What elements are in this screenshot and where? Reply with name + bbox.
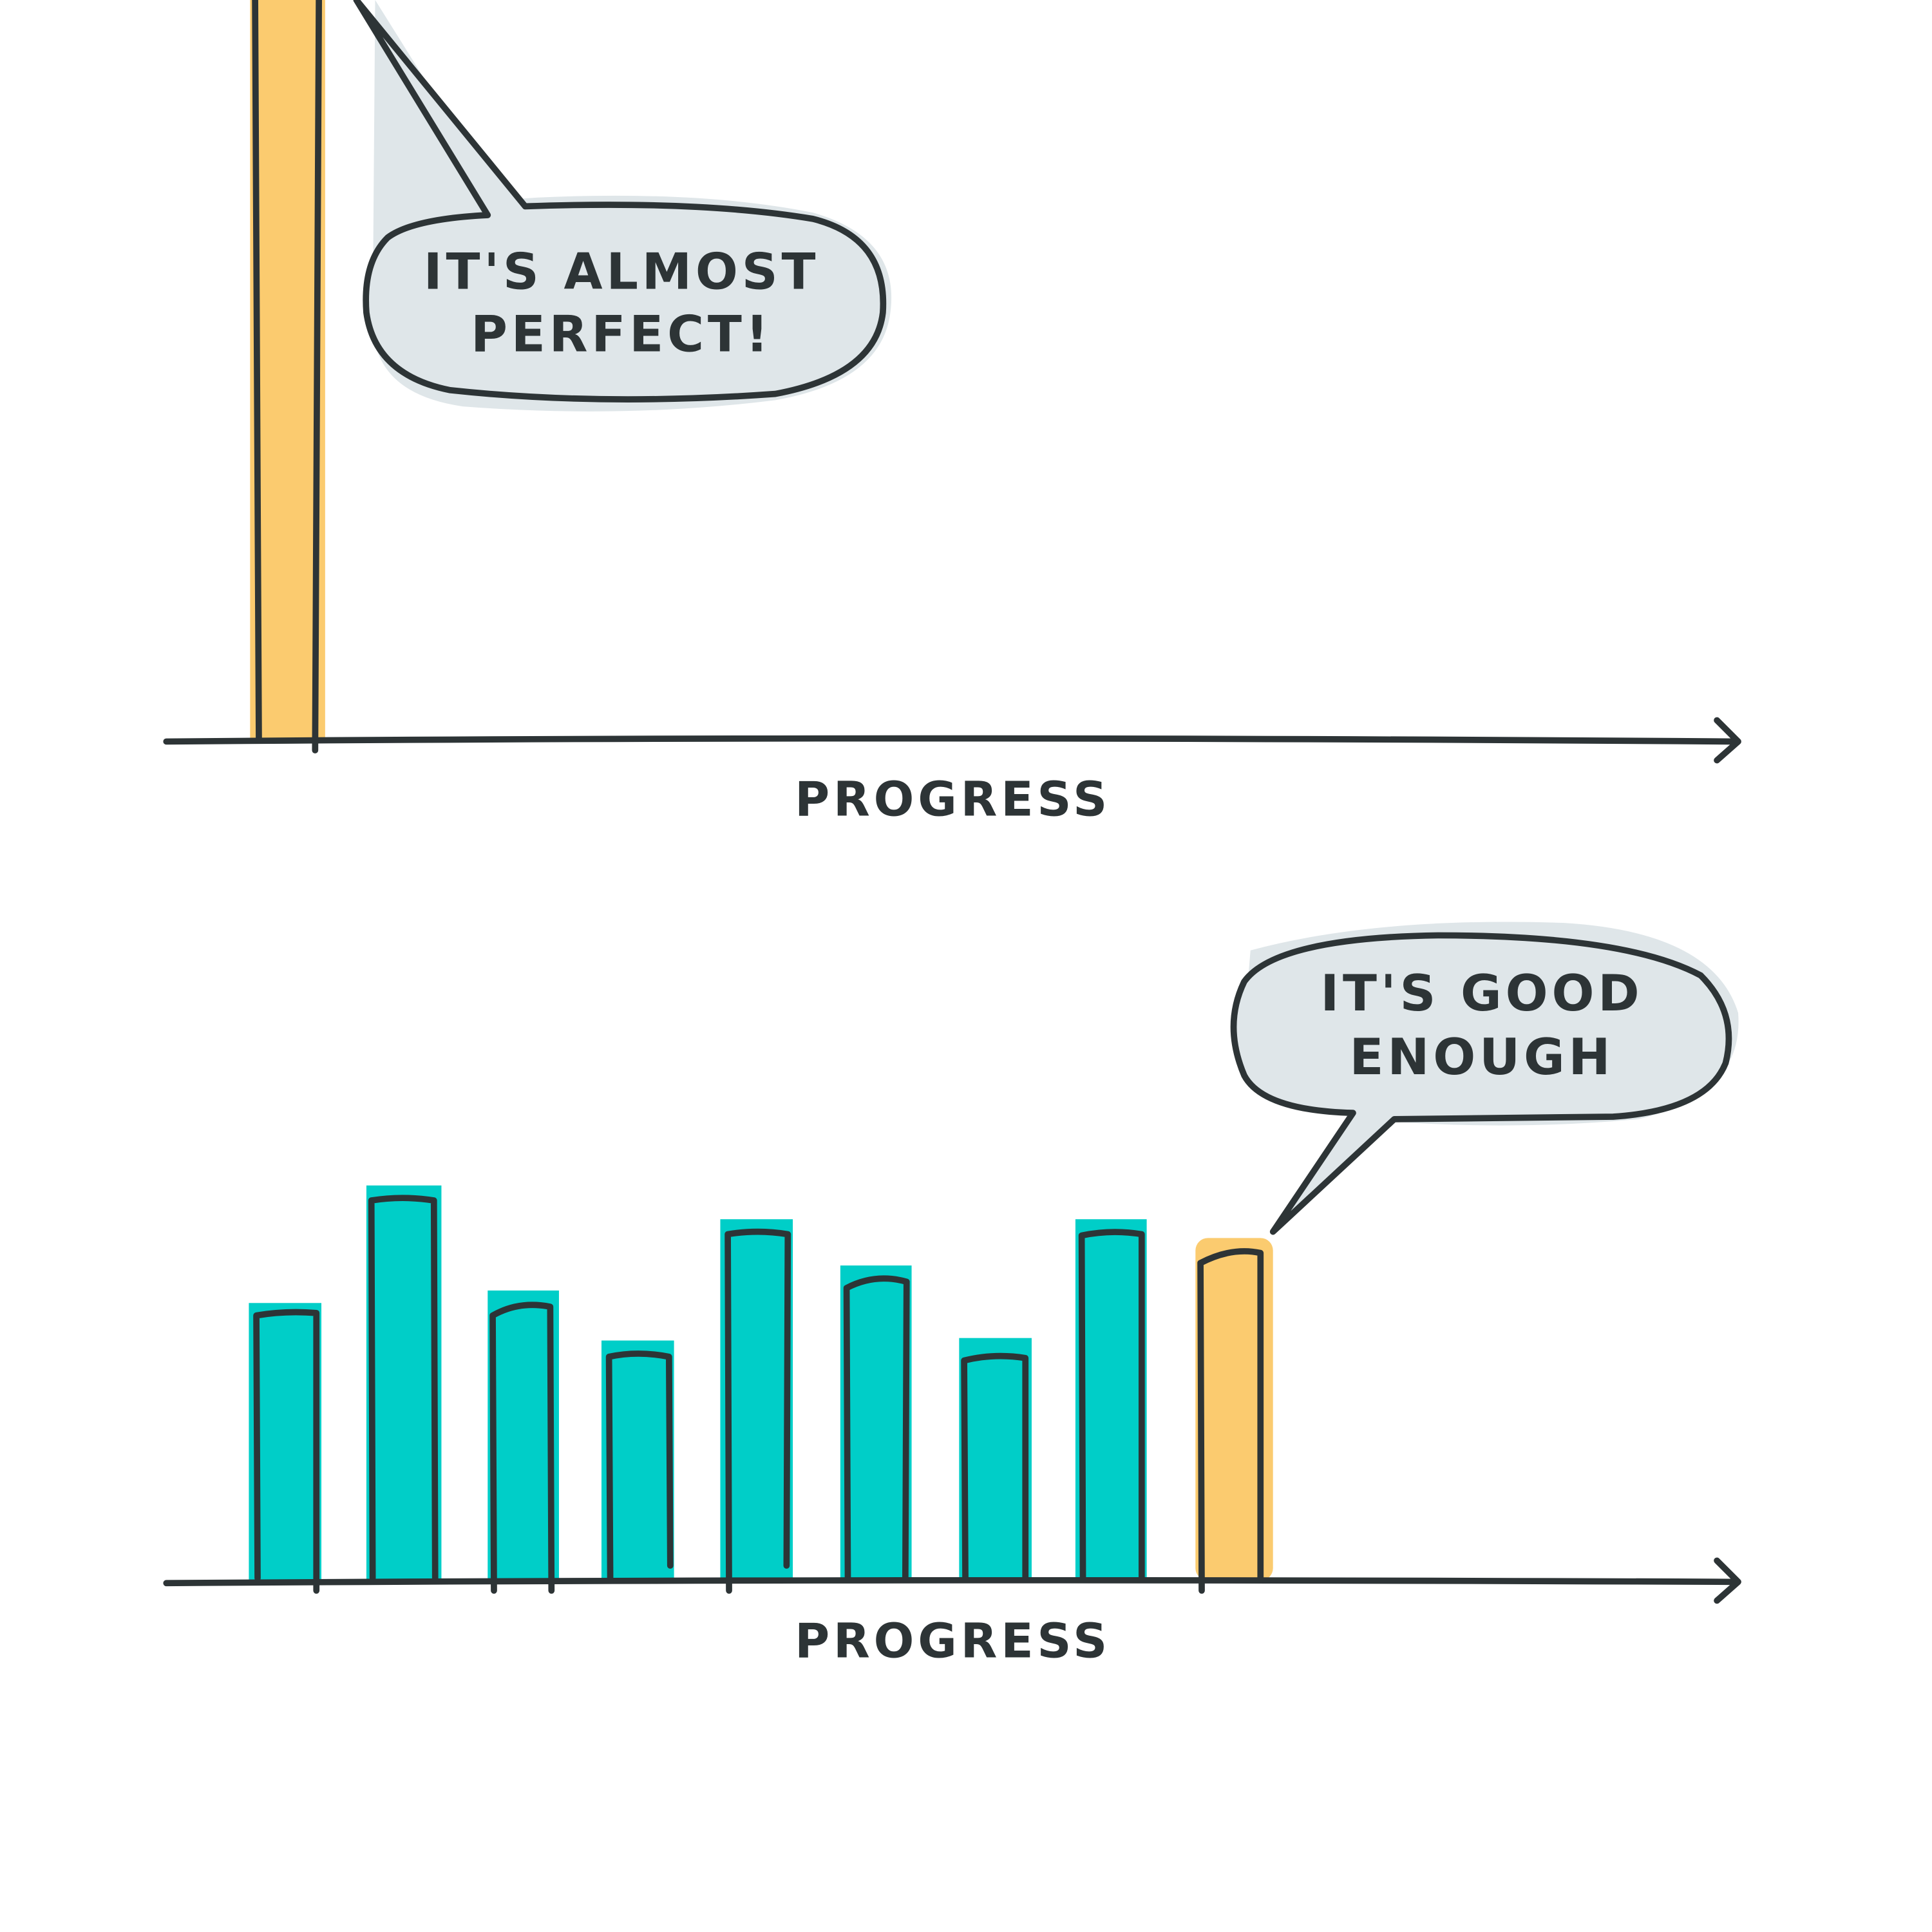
bar [840, 1265, 912, 1581]
axis-label: PROGRESS [795, 1614, 1111, 1669]
bar [720, 1219, 793, 1581]
callout [1230, 932, 1732, 1235]
bar [366, 1185, 442, 1581]
callout-text: PERFECT! [471, 306, 772, 364]
x-axis [163, 717, 1741, 764]
bars [249, 1185, 1273, 1594]
x-axis [163, 1557, 1741, 1604]
top-panel: IT'S ALMOST PERFECT! PROGRESS [163, 0, 1741, 828]
bar [1075, 1219, 1147, 1581]
bar-outlines [253, 1195, 1264, 1594]
callout-text: ENOUGH [1350, 1028, 1615, 1086]
axis-label: PROGRESS [795, 773, 1111, 828]
bar [488, 1290, 559, 1581]
bar [1195, 1238, 1273, 1581]
bottom-panel: IT'S GOOD ENOUGH PROGRESS [163, 922, 1741, 1669]
bar [959, 1338, 1032, 1581]
bar [250, 0, 325, 741]
callout [353, 0, 887, 402]
bar [249, 1303, 322, 1581]
callout-text: IT'S GOOD [1320, 965, 1643, 1023]
bar-outline [252, 0, 322, 753]
bar [601, 1340, 674, 1581]
callout-text: IT'S ALMOST [424, 243, 819, 301]
